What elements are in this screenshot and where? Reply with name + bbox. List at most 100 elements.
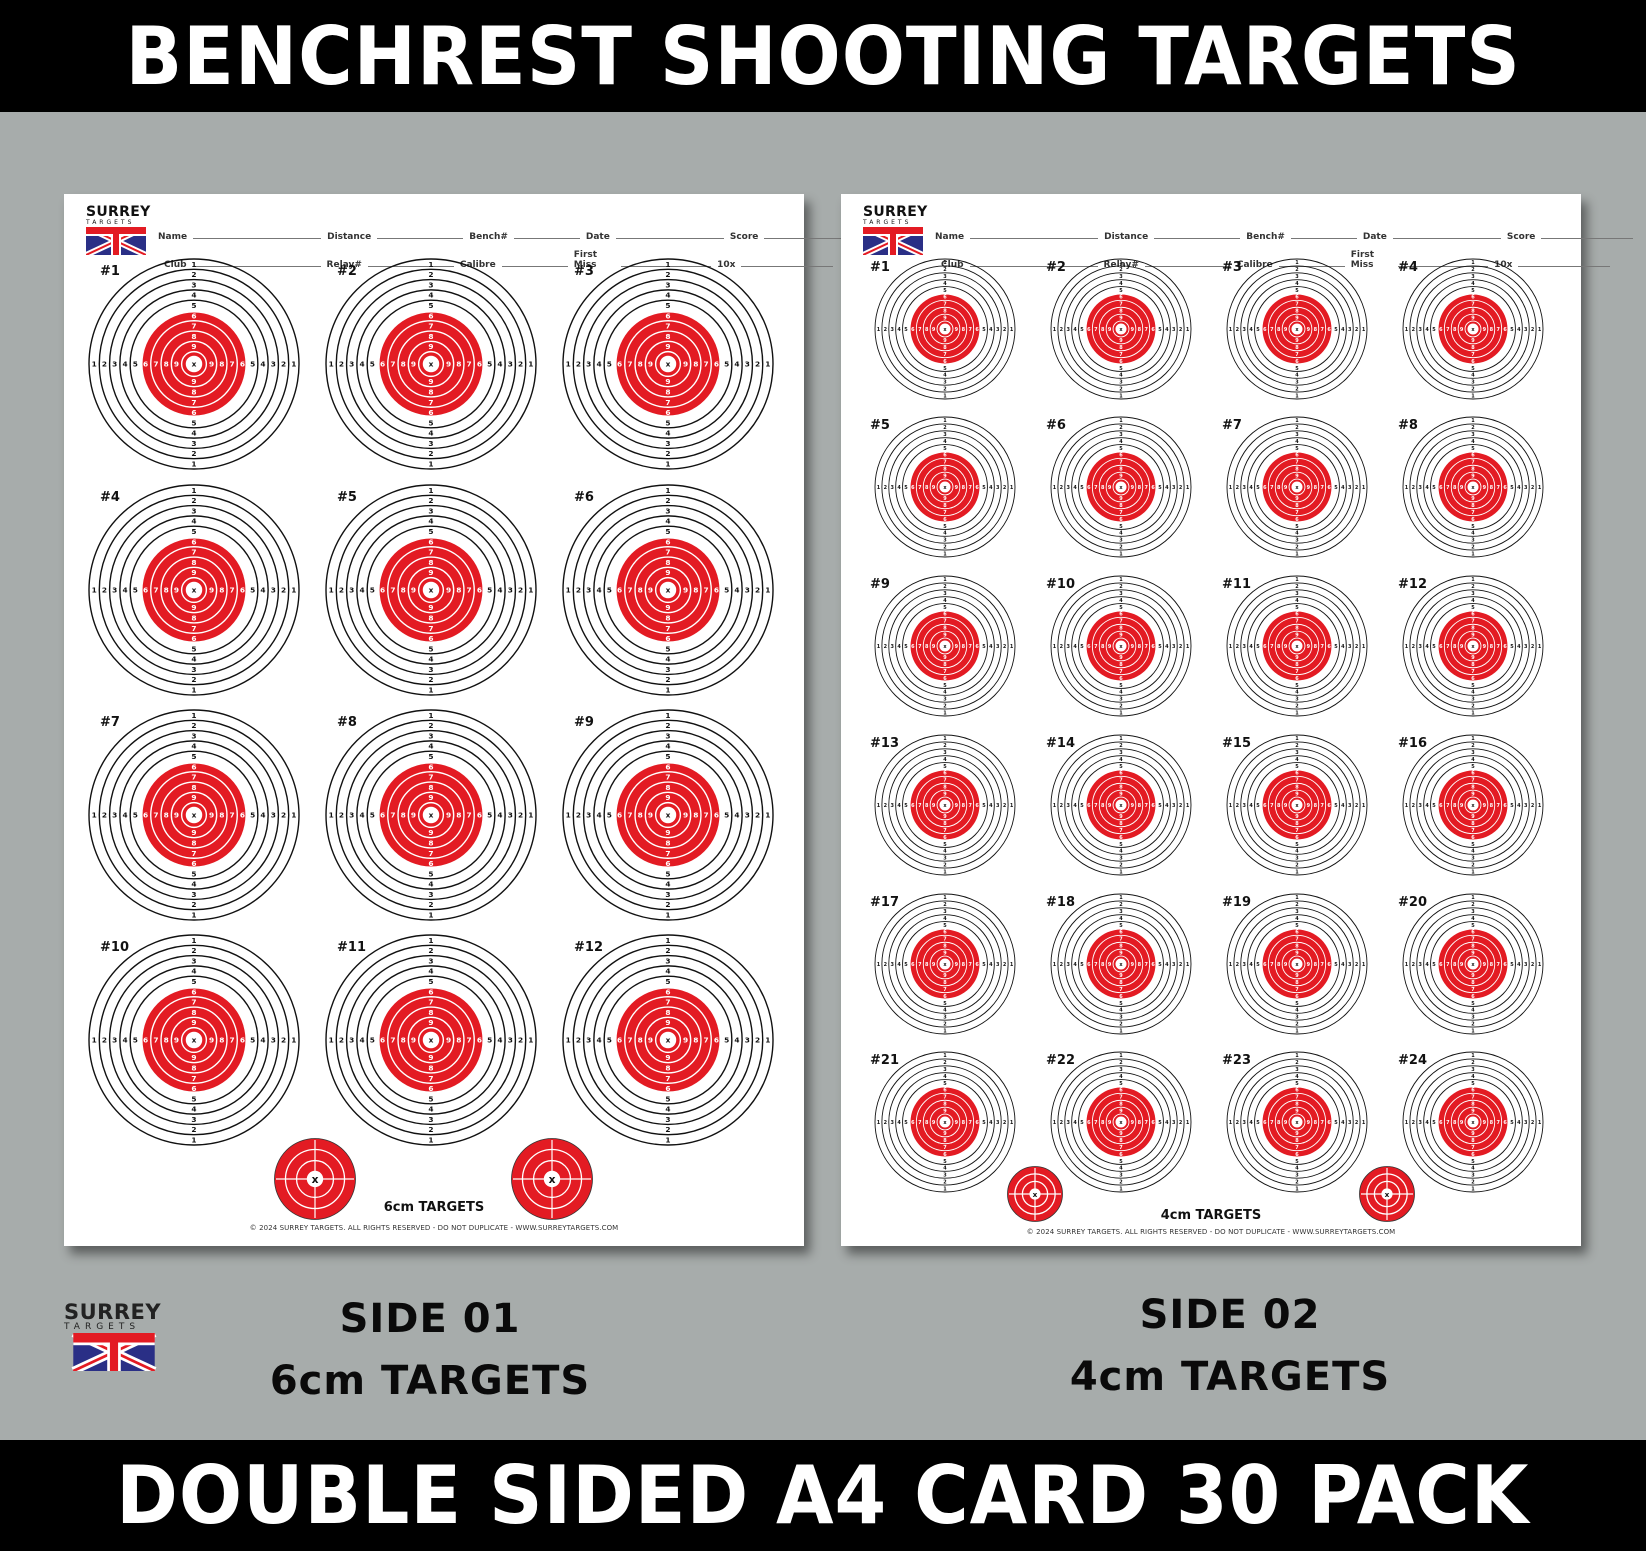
svg-text:7: 7 [704, 1036, 709, 1045]
svg-text:8: 8 [456, 360, 461, 369]
svg-text:1: 1 [92, 1036, 97, 1045]
svg-text:2: 2 [665, 900, 670, 909]
svg-text:9: 9 [191, 793, 196, 802]
svg-text:8: 8 [943, 1101, 947, 1107]
svg-text:8: 8 [1295, 943, 1299, 949]
svg-text:4: 4 [191, 967, 196, 976]
svg-text:2: 2 [518, 586, 523, 595]
svg-text:1: 1 [428, 711, 433, 720]
svg-text:6: 6 [240, 811, 245, 820]
svg-text:4: 4 [1119, 916, 1123, 922]
svg-text:4: 4 [497, 586, 502, 595]
svg-text:3: 3 [112, 1036, 117, 1045]
svg-text:7: 7 [1496, 485, 1500, 491]
svg-text:9: 9 [1284, 485, 1288, 491]
form-row: Club Relay# Calibre First Miss 10x [158, 242, 834, 270]
svg-text:1: 1 [291, 586, 296, 595]
svg-text:6: 6 [428, 408, 433, 417]
svg-text:8: 8 [191, 387, 196, 396]
svg-text:7: 7 [1295, 937, 1299, 943]
svg-text:1: 1 [1053, 803, 1057, 809]
form-field-calibre: Calibre [460, 260, 574, 270]
svg-text:6: 6 [943, 359, 947, 365]
svg-text:2: 2 [102, 1036, 107, 1045]
svg-text:3: 3 [943, 750, 947, 756]
targets-grid: 1 1 1 1 2 2 2 2 3 3 3 3 4 4 4 4 5 5 5 5 6 6 6 6 7 7 7 7 8 8 8 8 9 9 9 9 x #1 1… [64, 194, 804, 1246]
svg-text:8: 8 [962, 327, 966, 333]
svg-text:6: 6 [1119, 517, 1123, 523]
svg-text:4: 4 [943, 916, 947, 922]
svg-text:7: 7 [1496, 327, 1500, 333]
svg-text:9: 9 [209, 360, 214, 369]
svg-text:4: 4 [1119, 598, 1123, 604]
svg-text:3: 3 [1295, 380, 1299, 386]
svg-text:2: 2 [1060, 803, 1064, 809]
svg-text:8: 8 [1138, 644, 1142, 650]
svg-text:2: 2 [943, 1060, 947, 1066]
svg-text:9: 9 [1119, 496, 1123, 502]
svg-text:8: 8 [1277, 644, 1281, 650]
svg-text:8: 8 [1490, 962, 1494, 968]
header-title: BENCHREST SHOOTING TARGETS [125, 9, 1521, 103]
svg-text:8: 8 [428, 387, 433, 396]
svg-text:6: 6 [477, 811, 482, 820]
svg-text:6: 6 [1503, 327, 1507, 333]
svg-text:9: 9 [1119, 791, 1123, 797]
svg-text:5: 5 [1119, 605, 1123, 611]
svg-text:9: 9 [1295, 496, 1299, 502]
svg-text:1: 1 [1119, 710, 1123, 716]
svg-text:6: 6 [1471, 1152, 1475, 1158]
svg-text:6: 6 [1119, 612, 1123, 618]
svg-text:6: 6 [1503, 1120, 1507, 1126]
svg-text:7: 7 [1270, 644, 1274, 650]
svg-text:1: 1 [1119, 393, 1123, 399]
target-6: 1 1 1 1 2 2 2 2 3 3 3 3 4 4 4 4 5 5 5 5 6 6 6 6 7 7 7 7 8 8 8 8 9 9 9 9 x #6 [562, 484, 774, 700]
svg-text:9: 9 [683, 1036, 688, 1045]
sighter-target-1: x [274, 1138, 356, 1224]
svg-text:6: 6 [1087, 1120, 1091, 1126]
svg-text:7: 7 [1119, 937, 1123, 943]
svg-text:4: 4 [359, 1036, 364, 1045]
svg-text:1: 1 [92, 811, 97, 820]
svg-text:3: 3 [1067, 644, 1071, 650]
svg-text:4: 4 [734, 360, 739, 369]
svg-text:2: 2 [281, 811, 286, 820]
svg-text:4: 4 [1073, 644, 1077, 650]
svg-text:5: 5 [724, 1036, 729, 1045]
svg-text:9: 9 [932, 803, 936, 809]
svg-text:x: x [943, 644, 947, 650]
svg-text:5: 5 [250, 1036, 255, 1045]
svg-text:4: 4 [1165, 962, 1169, 968]
svg-text:x: x [1471, 1120, 1475, 1126]
svg-text:5: 5 [1471, 764, 1475, 770]
svg-text:5: 5 [943, 446, 947, 452]
svg-text:7: 7 [1119, 619, 1123, 625]
svg-text:9: 9 [1108, 962, 1112, 968]
form-row: Name Distance Bench# Date Score [935, 214, 1634, 242]
svg-text:6: 6 [1087, 485, 1091, 491]
svg-text:2: 2 [943, 386, 947, 392]
svg-text:2: 2 [1119, 862, 1123, 868]
svg-text:7: 7 [1471, 352, 1475, 358]
svg-text:7: 7 [665, 548, 670, 557]
svg-text:4: 4 [1165, 644, 1169, 650]
svg-text:2: 2 [1119, 386, 1123, 392]
svg-text:9: 9 [1131, 327, 1135, 333]
svg-text:1: 1 [1295, 260, 1299, 266]
svg-text:7: 7 [1446, 1120, 1450, 1126]
svg-text:3: 3 [943, 591, 947, 597]
svg-text:6: 6 [1471, 517, 1475, 523]
svg-text:3: 3 [1471, 697, 1475, 703]
svg-text:8: 8 [1119, 466, 1123, 472]
svg-text:5: 5 [1080, 962, 1084, 968]
target-number: #2 [337, 264, 357, 279]
svg-text:8: 8 [693, 586, 698, 595]
svg-text:1: 1 [1119, 869, 1123, 875]
svg-text:4: 4 [1471, 598, 1475, 604]
svg-text:7: 7 [1144, 485, 1148, 491]
svg-text:3: 3 [1119, 538, 1123, 544]
svg-text:6: 6 [1263, 803, 1267, 809]
